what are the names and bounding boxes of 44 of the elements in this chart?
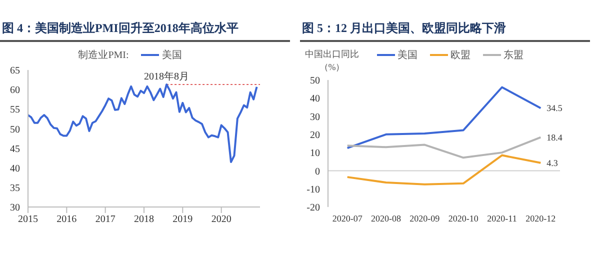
data-label: 18.4 [546,132,563,142]
legend-label: 东盟 [502,48,524,62]
x-tick-label: 2019 [172,214,193,226]
line-series [346,136,542,159]
y-tick-label: 60 [10,85,20,96]
y-tick-label: 30 [10,202,20,214]
legend-label: 美国 [396,48,418,62]
x-tick-label: 2020-07 [332,213,363,224]
y-tick-label: 30 [310,112,320,123]
y-tick-label: 0 [315,166,320,178]
legend-label: 欧盟 [450,49,470,62]
y-tick-label: 55 [10,104,20,116]
x-tick-label: 2020-11 [487,213,517,224]
x-tick-label: 2020-08 [371,213,402,224]
y-tick-label: -10 [306,184,320,196]
data-label: 34.5 [546,103,563,114]
chart-title: 图 4：美国制造业PMI回升至2018年高位水平 [0,0,290,42]
x-tick-label: 2016 [56,214,77,226]
legend-label: 美国 [160,48,182,62]
y-tick-label: 40 [10,163,20,174]
y-tick-label: 45 [10,144,20,155]
line-series [346,154,542,186]
x-tick-label: 2015 [18,214,38,226]
y-tick-label: 50 [310,76,320,87]
legend-title: 制造业PMI: [78,48,129,62]
y-tick-label: -20 [306,202,320,214]
x-tick-label: 2020-12 [526,213,556,224]
y-tick-label: 40 [310,94,320,105]
y-tick-label: 10 [310,148,320,160]
y-tick-label: 35 [10,182,20,194]
x-tick-label: 2018 [134,214,154,226]
line-series [346,86,542,150]
annotation: 2018年8月 [144,70,190,82]
y-tick-label: 20 [310,130,320,141]
x-tick-label: 2020 [211,214,232,226]
data-label: 4.3 [546,158,558,168]
x-tick-label: 2020-10 [448,213,479,224]
x-tick-label: 2020-09 [410,213,440,224]
chart-title: 图 5：12 月出口美国、欧盟同比略下滑 [300,0,590,42]
line-series [28,83,258,163]
y-axis-title: 中国出口同比（%） [304,48,360,74]
y-tick-label: 65 [10,66,20,77]
x-tick-label: 2017 [95,214,116,226]
y-tick-label: 50 [10,124,20,136]
